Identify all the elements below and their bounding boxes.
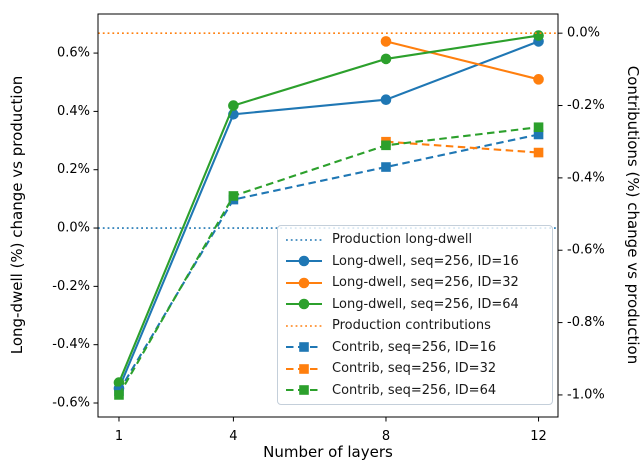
legend-sample-marker bbox=[299, 342, 309, 353]
y-tick-label-left: -0.6% bbox=[52, 396, 90, 411]
long-dwell-seq-256-id-64-point bbox=[380, 53, 392, 65]
legend-sample-marker bbox=[299, 363, 309, 374]
legend-item: Long-dwell, seq=256, ID=32 bbox=[285, 272, 546, 293]
legend-item-label: Contrib, seq=256, ID=64 bbox=[332, 382, 497, 398]
contrib-seq-256-id-64-point bbox=[533, 122, 544, 133]
legend-item: Contrib, seq=256, ID=16 bbox=[285, 337, 546, 358]
y-tick-label-left: 0.0% bbox=[57, 221, 90, 236]
legend-item-label: Production long-dwell bbox=[332, 232, 473, 248]
legend-item-label: Long-dwell, seq=256, ID=64 bbox=[332, 296, 519, 312]
x-axis-title: Number of layers bbox=[263, 443, 393, 461]
y-tick-label-left: 0.2% bbox=[57, 162, 90, 177]
x-tick-label: 8 bbox=[382, 429, 390, 444]
axes-layer: 1 4 8 12 0.6% 0.4% 0.2% 0.0% -0.2% -0.4% -0.6% 0.0%… bbox=[52, 13, 605, 444]
contrib-seq-256-id-64-legend-sample-icon bbox=[286, 385, 322, 396]
y-tick-label-right: -0.2% bbox=[567, 98, 605, 113]
contrib-seq-256-id-32-point bbox=[533, 147, 544, 158]
legend-item: Production contributions bbox=[285, 315, 546, 336]
contrib-seq-256-id-32-line bbox=[385, 140, 539, 154]
legend-item: Long-dwell, seq=256, ID=16 bbox=[285, 251, 546, 272]
y-tick-label-right: -0.6% bbox=[567, 243, 605, 258]
legend-item: Production long-dwell bbox=[285, 229, 546, 250]
long-dwell-seq-256-id-32-line bbox=[385, 40, 539, 81]
contrib-seq-256-id-64-point bbox=[381, 140, 391, 151]
y-tick-label-right: 0.0% bbox=[567, 26, 600, 41]
legend-sample-marker bbox=[298, 298, 310, 310]
y-tick-label-left: -0.2% bbox=[52, 279, 90, 294]
long-dwell-seq-256-id-32-legend-sample-icon bbox=[286, 277, 322, 289]
contrib-seq-256-id-16-point bbox=[533, 129, 544, 140]
long-dwell-seq-256-id-64-line bbox=[118, 34, 539, 383]
y-tick-label-right: -1.0% bbox=[567, 387, 605, 402]
legend-item-label: Production contributions bbox=[332, 318, 491, 334]
x-tick-label: 12 bbox=[530, 429, 547, 444]
legend-item-label: Contrib, seq=256, ID=16 bbox=[332, 339, 497, 355]
legend-item-label: Long-dwell, seq=256, ID=16 bbox=[332, 253, 519, 269]
long-dwell-seq-256-id-32-point bbox=[380, 36, 392, 47]
x-tick-label: 1 bbox=[115, 429, 123, 444]
contrib-seq-256-id-32-legend-sample-icon bbox=[286, 363, 322, 374]
legend-sample-marker bbox=[299, 385, 309, 396]
legend-sample-marker bbox=[298, 277, 310, 289]
long-dwell-seq-256-id-16-point bbox=[380, 94, 392, 106]
long-dwell-seq-256-id-16-line bbox=[118, 40, 539, 389]
x-tick-label: 4 bbox=[229, 429, 237, 444]
production-contributions-legend-sample-icon bbox=[286, 324, 322, 327]
legend-item: Contrib, seq=256, ID=32 bbox=[285, 358, 546, 379]
plot-border bbox=[97, 13, 559, 418]
y-axis-title-right: Contributions (%) change vs production bbox=[624, 66, 642, 364]
production-long-dwell-legend-sample-icon bbox=[286, 238, 322, 241]
contrib-seq-256-id-64-point bbox=[228, 191, 239, 201]
contrib-seq-256-id-16-point bbox=[381, 162, 391, 172]
y-tick-label-left: -0.4% bbox=[52, 337, 90, 352]
y-tick-label-right: -0.8% bbox=[567, 315, 605, 330]
legend-item-label: Contrib, seq=256, ID=32 bbox=[332, 361, 497, 377]
y-tick-label-left: 0.4% bbox=[57, 104, 90, 119]
y-tick-label-right: -0.4% bbox=[567, 170, 605, 185]
legend-item: Long-dwell, seq=256, ID=64 bbox=[285, 294, 546, 315]
y-tick-label-left: 0.6% bbox=[57, 46, 90, 61]
y-axis-title-left: Long-dwell (%) change vs production bbox=[8, 76, 26, 355]
contrib-seq-256-id-64-point bbox=[114, 390, 124, 400]
contrib-seq-256-id-64-line bbox=[118, 126, 539, 396]
long-dwell-seq-256-id-16-legend-sample-icon bbox=[286, 255, 322, 267]
series-layer bbox=[98, 30, 558, 400]
long-dwell-seq-256-id-64-point bbox=[533, 30, 544, 41]
long-dwell-seq-256-id-32-point bbox=[533, 74, 544, 85]
long-dwell-seq-256-id-64-legend-sample-icon bbox=[286, 298, 322, 310]
legend-item-label: Long-dwell, seq=256, ID=32 bbox=[332, 275, 519, 291]
legend-sample-marker bbox=[298, 255, 310, 267]
legend-item: Contrib, seq=256, ID=64 bbox=[285, 380, 546, 401]
long-dwell-seq-256-id-64-point bbox=[228, 100, 239, 111]
contrib-seq-256-id-16-legend-sample-icon bbox=[286, 342, 322, 353]
legend: Production long-dwell Long-dwell, seq=256… bbox=[277, 225, 553, 405]
